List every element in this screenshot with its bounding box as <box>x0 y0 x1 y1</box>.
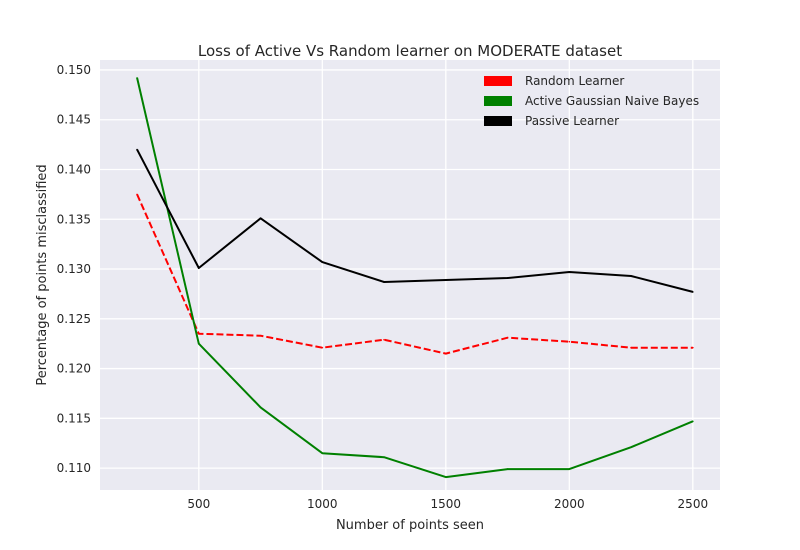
legend: Random Learner Active Gaussian Naive Baye… <box>484 74 699 128</box>
x-tick-label: 1500 <box>431 497 462 511</box>
data-point <box>259 334 262 337</box>
y-tick-labels: 0.110 0.115 0.120 0.125 0.130 0.135 0.140 0.145… <box>57 63 91 475</box>
data-point <box>321 346 324 349</box>
legend-label: Active Gaussian Naive Bayes <box>525 94 699 108</box>
data-point <box>383 456 385 458</box>
y-tick-label: 0.140 <box>57 162 91 176</box>
x-tick-label: 500 <box>187 497 210 511</box>
data-point <box>198 267 200 269</box>
data-point <box>259 217 262 220</box>
series-layer <box>136 77 694 479</box>
legend-swatch <box>484 96 512 106</box>
data-point <box>445 476 447 478</box>
series-line-passive-learner <box>136 149 694 293</box>
y-tick-label: 0.110 <box>57 461 91 475</box>
y-tick-label: 0.145 <box>57 113 91 127</box>
data-point <box>321 452 324 454</box>
x-axis-label: Number of points seen <box>336 518 484 533</box>
data-point <box>321 261 324 263</box>
grid-lines <box>100 60 720 490</box>
data-point <box>692 346 694 349</box>
data-point <box>692 420 694 423</box>
y-tick-label: 0.130 <box>57 262 91 276</box>
data-point <box>568 468 571 470</box>
data-point <box>445 279 447 281</box>
data-point <box>383 338 385 341</box>
y-tick-label: 0.150 <box>57 63 91 77</box>
data-point <box>630 275 632 277</box>
y-tick-label: 0.125 <box>57 312 91 326</box>
x-tick-labels: 500 1000 1500 2000 2500 <box>187 497 708 511</box>
x-tick-label: 1000 <box>307 497 338 511</box>
data-point <box>506 277 509 279</box>
y-axis-label: Percentage of points misclassified <box>35 164 50 385</box>
data-point <box>568 340 571 343</box>
x-tick-label: 2000 <box>554 497 585 511</box>
data-point <box>630 446 632 448</box>
x-tick-label: 2500 <box>678 497 709 511</box>
data-point <box>259 406 262 409</box>
legend-swatch <box>484 116 512 126</box>
series-line-active-gaussian-naive-bayes <box>136 77 694 479</box>
data-point <box>136 148 138 151</box>
legend-swatch <box>484 76 512 86</box>
data-point <box>692 291 694 293</box>
legend-label: Passive Learner <box>525 114 619 128</box>
data-point <box>445 352 447 355</box>
data-point <box>506 336 509 339</box>
data-point <box>198 332 200 335</box>
chart-title: Loss of Active Vs Random learner on MODE… <box>198 42 622 60</box>
series-line-random-learner <box>136 193 693 355</box>
data-point <box>506 468 509 470</box>
legend-label: Random Learner <box>525 74 624 88</box>
data-point <box>568 271 571 273</box>
data-point <box>136 77 138 79</box>
y-tick-label: 0.120 <box>57 362 91 376</box>
data-point <box>136 193 138 196</box>
y-tick-label: 0.135 <box>57 212 91 226</box>
data-point <box>198 342 200 345</box>
data-point <box>630 346 632 349</box>
y-tick-label: 0.115 <box>57 411 91 425</box>
data-point <box>383 281 385 283</box>
